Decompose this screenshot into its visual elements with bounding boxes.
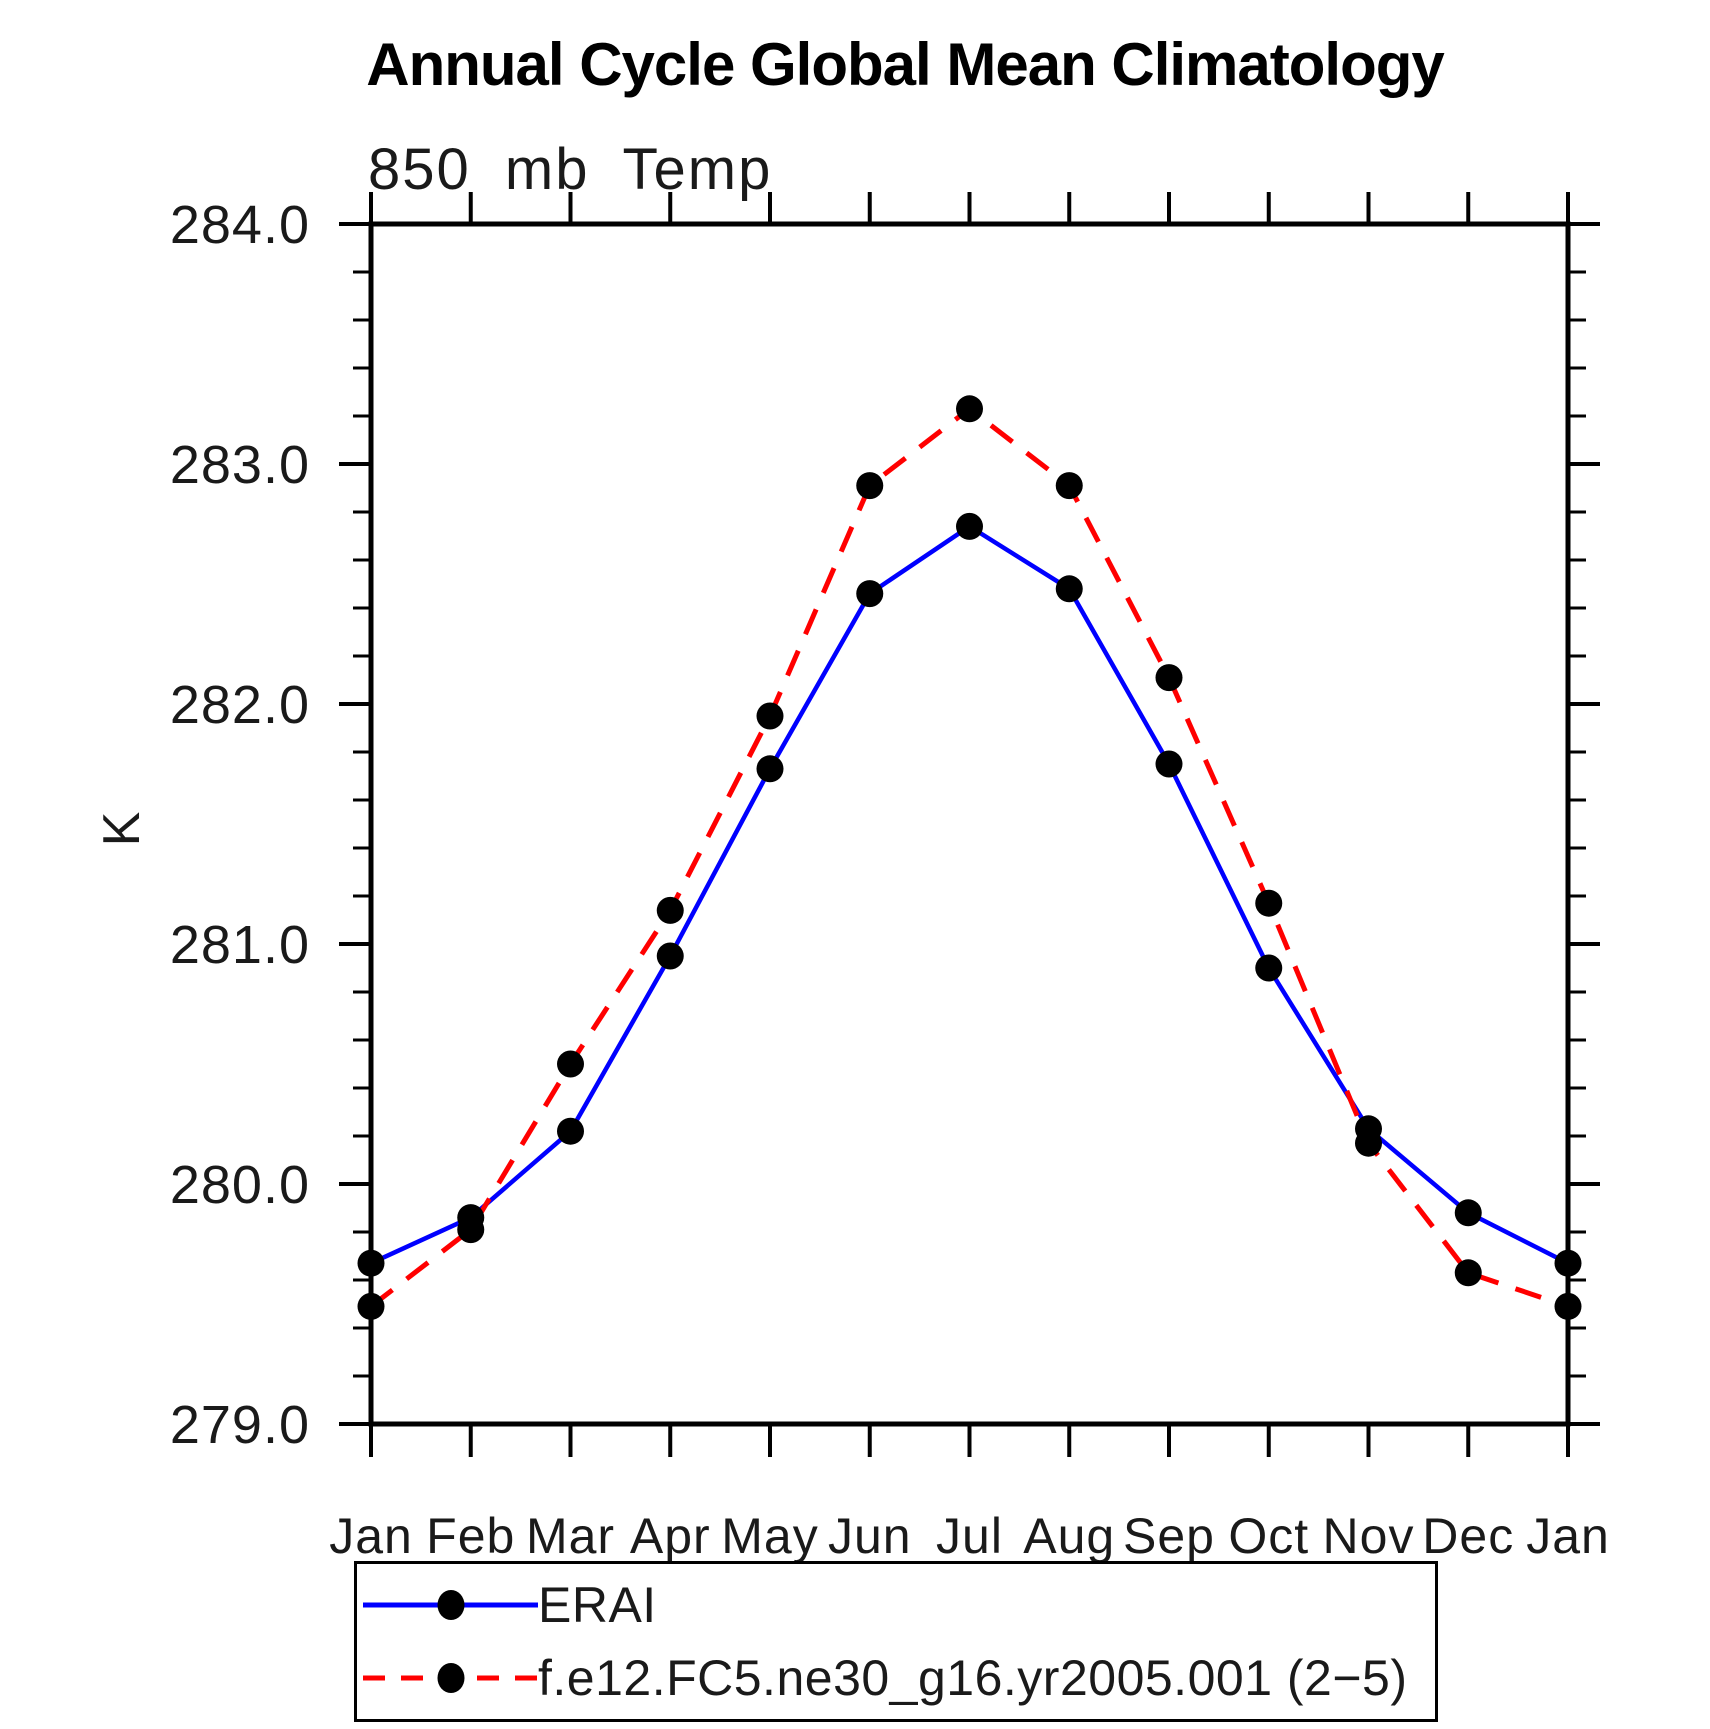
legend-label-erai: ERAI (538, 1576, 657, 1633)
erai-data-point-marker (856, 580, 884, 608)
model-data-point-marker (357, 1292, 385, 1320)
x-tick-label: Jan (1526, 1508, 1610, 1564)
x-tick-label: Aug (1023, 1508, 1115, 1564)
legend-item-model: f.e12.FC5.ne30_g16.yr2005.001 (2−5) (363, 1643, 1435, 1713)
model-data-point-marker (457, 1216, 485, 1244)
legend-swatch-model (363, 1658, 538, 1698)
y-tick-label: 283.0 (170, 435, 310, 495)
x-tick-label: Sep (1123, 1508, 1215, 1564)
model-data-point-marker (856, 472, 884, 500)
erai-data-point-marker (1554, 1249, 1582, 1277)
erai-series-line (370, 524, 1570, 1266)
legend-swatch-erai (363, 1585, 538, 1625)
y-tick-label: 281.0 (170, 915, 310, 975)
y-tick-label: 284.0 (170, 195, 310, 255)
model-data-point-marker (1454, 1259, 1482, 1287)
model-marker-sample (437, 1663, 464, 1694)
y-tick-label: 282.0 (170, 675, 310, 735)
y-axis-label: K (93, 811, 151, 847)
model-data-point-marker (1554, 1292, 1582, 1320)
x-tick-label: Jul (936, 1508, 1003, 1564)
plot-frame (368, 221, 1571, 1427)
x-tick-label: Oct (1228, 1508, 1309, 1564)
erai-data-point-marker (1454, 1199, 1482, 1227)
legend-item-erai: ERAI (363, 1570, 1435, 1640)
x-tick-label: May (721, 1508, 818, 1564)
x-tick-label: Feb (426, 1508, 515, 1564)
legend-label-model: f.e12.FC5.ne30_g16.yr2005.001 (2−5) (538, 1650, 1408, 1707)
x-tick-label: Jun (828, 1508, 912, 1564)
model-data-point-marker (557, 1050, 584, 1078)
x-tick-label: Jan (329, 1508, 413, 1564)
model-data-point-marker (956, 395, 983, 423)
erai-data-point-marker (357, 1249, 385, 1277)
erai-data-point-marker (1255, 954, 1283, 982)
erai-data-point-marker (956, 512, 983, 540)
model-data-point-marker (756, 702, 784, 730)
x-tick-label: Apr (630, 1508, 711, 1564)
x-tick-label: Nov (1323, 1508, 1415, 1564)
model-data-point-marker (1355, 1129, 1382, 1157)
model-data-point-marker (1055, 472, 1083, 500)
y-tick-label: 279.0 (170, 1395, 310, 1455)
erai-data-point-marker (1055, 575, 1083, 603)
chart-title: Annual Cycle Global Mean Climatology (366, 31, 1445, 98)
erai-marker-sample (437, 1589, 464, 1620)
y-tick-label: 280.0 (170, 1155, 310, 1215)
erai-data-point-marker (1155, 750, 1183, 778)
erai-data-point-marker (656, 942, 684, 970)
erai-data-point-marker (557, 1117, 584, 1145)
model-data-point-marker (1255, 889, 1283, 917)
x-tick-label: Mar (526, 1508, 615, 1564)
chart-subtitle: 850 mb Temp (368, 137, 773, 202)
x-tick-label: Dec (1422, 1508, 1514, 1564)
model-data-point-marker (1155, 664, 1183, 692)
erai-data-point-marker (756, 755, 784, 783)
model-data-point-marker (656, 896, 684, 924)
legend: ERAI f.e12.FC5.ne30_g16.yr2005.001 (2−5) (354, 1561, 1438, 1722)
model-series-line (369, 406, 1569, 1309)
